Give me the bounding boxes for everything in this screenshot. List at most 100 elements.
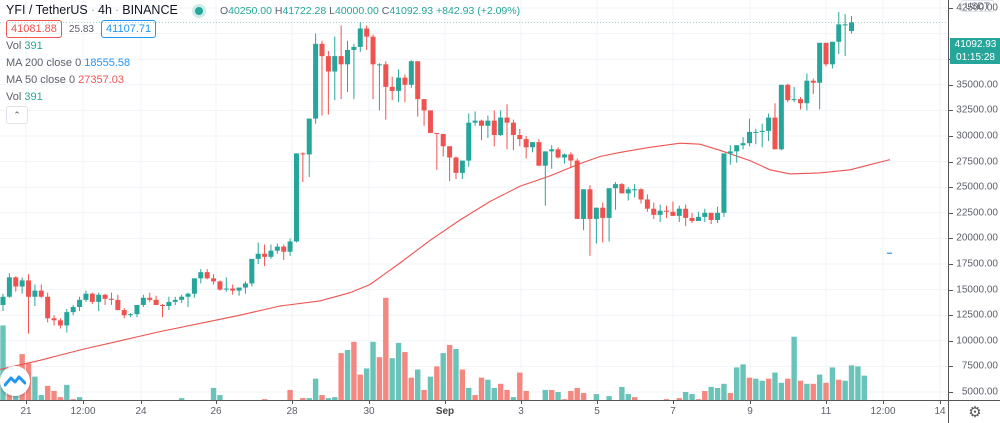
indicator-ma200[interactable]: MA 200 close 0 18555.58 <box>6 57 130 69</box>
chart-settings-button[interactable]: ⚙ <box>948 400 1000 423</box>
interval-label[interactable]: 4h <box>98 3 112 17</box>
price-axis[interactable]: USDT 42500.0037500.0035000.0032500.00300… <box>948 0 1000 400</box>
time-tick-mark <box>521 401 522 404</box>
candle-body <box>281 246 287 252</box>
high-value: 41722.28 <box>282 5 327 17</box>
time-tick-mark <box>750 401 751 404</box>
volume-bar <box>217 395 223 400</box>
candle-body <box>26 280 32 297</box>
candle-body <box>638 189 644 200</box>
indicator-vol[interactable]: Vol 391 <box>6 40 43 52</box>
volume-bar <box>64 384 70 400</box>
volume-bar <box>727 393 734 400</box>
candle-body <box>542 151 548 166</box>
tradingview-logo-icon[interactable] <box>0 366 30 396</box>
volume-bar <box>797 380 804 400</box>
high-key: H <box>274 5 283 17</box>
candle-body <box>306 118 312 155</box>
volume-bar <box>453 348 459 400</box>
candle-body <box>6 277 12 297</box>
indicator-vol-2[interactable]: Vol 391 <box>6 91 43 103</box>
price-tick-label: 10000.00 <box>956 335 998 347</box>
volume-bar <box>695 399 702 400</box>
ma50-line <box>0 142 891 371</box>
symbol-legend: YFI / TetherUS · 4h · BINANCE O40250.00 … <box>6 3 520 17</box>
currency-label[interactable]: USDT <box>961 0 994 12</box>
time-tick-mark <box>26 401 27 404</box>
time-tick-mark <box>83 401 84 404</box>
candle-body <box>479 120 484 126</box>
exchange-label: BINANCE <box>122 3 178 17</box>
volume-bar <box>210 387 217 400</box>
buy-price-button[interactable]: 41107.71 <box>101 20 157 38</box>
price-tick-mark <box>949 187 953 189</box>
price-tick-mark <box>949 289 953 291</box>
candle-body <box>817 42 823 83</box>
volume-bar <box>504 389 510 400</box>
volume-bar <box>714 387 721 400</box>
candle-body <box>740 143 746 146</box>
time-tick-label: 12:00 <box>70 406 96 417</box>
price-tick-mark <box>949 238 953 240</box>
candle-body <box>351 46 357 50</box>
candle-body <box>523 139 529 148</box>
collapse-legend-button[interactable]: ⌃ <box>6 106 28 124</box>
price-tick-label: 25000.00 <box>956 181 998 193</box>
candle-body <box>606 188 612 218</box>
indicator-value: 391 <box>24 40 43 52</box>
volume-bar <box>593 394 600 400</box>
price-tick-mark <box>949 161 953 163</box>
candle-body <box>427 110 433 133</box>
volume-bar <box>791 336 797 400</box>
candle-body <box>829 41 835 65</box>
candle-body <box>332 56 338 72</box>
candle-body <box>172 299 178 302</box>
volume-bar <box>478 377 485 400</box>
volume-bar <box>734 367 740 400</box>
volume-bar <box>38 395 44 400</box>
volume-bar <box>855 366 861 400</box>
price-tick-mark <box>949 110 953 112</box>
time-tick-label: 5 <box>594 406 600 417</box>
candle-body <box>530 142 536 148</box>
sell-price-button[interactable]: 41081.88 <box>6 20 62 38</box>
candle-body <box>746 131 752 144</box>
price-tick-mark <box>949 366 953 368</box>
candle-body <box>204 272 210 279</box>
change-value: +842.93 (+2.09%) <box>436 5 521 17</box>
candle-body <box>402 77 408 85</box>
volume-bar <box>325 398 332 400</box>
candle-body <box>134 304 140 315</box>
candle-body <box>791 99 797 101</box>
symbol-name[interactable]: YFI / TetherUS <box>6 3 88 17</box>
indicator-ma50[interactable]: MA 50 close 0 27357.03 <box>6 74 124 86</box>
candle-body <box>77 299 83 308</box>
volume-bar <box>810 383 816 400</box>
chart-pane[interactable]: YFI / TetherUS · 4h · BINANCE O40250.00 … <box>0 0 948 400</box>
price-tick-label: 35000.00 <box>956 79 998 91</box>
candle-body <box>383 64 389 87</box>
candle-body <box>408 61 414 85</box>
time-axis[interactable]: 21 12:00 24 26 28 30 Sep 3 5 7 9 11 12:00 14 <box>0 400 948 423</box>
time-tick-mark <box>292 401 293 404</box>
volume-bar <box>485 379 491 400</box>
volume-bar <box>57 397 64 400</box>
volume-bar <box>746 377 753 400</box>
candle-body <box>338 56 344 65</box>
candle-body <box>632 189 638 191</box>
candle-body <box>421 99 427 111</box>
candle-body <box>561 154 567 158</box>
close-value: 41092.93 <box>389 5 434 17</box>
volume-bar <box>312 378 319 400</box>
volume-bar <box>357 374 363 400</box>
candle-body <box>268 250 274 257</box>
volume-bar <box>370 341 376 400</box>
candlestick-chart[interactable] <box>0 0 948 400</box>
indicator-value: 27357.03 <box>78 74 125 86</box>
price-tick-label: 30000.00 <box>956 130 998 142</box>
chevron-up-icon: ⌃ <box>13 109 21 120</box>
volume-bar <box>306 398 312 400</box>
candle-body <box>217 281 223 290</box>
time-tick-mark <box>369 401 370 404</box>
volume-bar <box>466 387 472 400</box>
